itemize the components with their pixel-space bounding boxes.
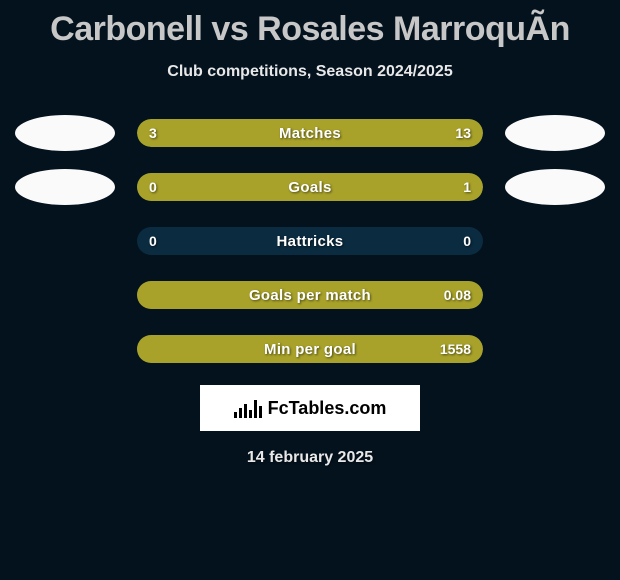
barchart-icon [234,398,264,418]
stat-bar: 313Matches [137,119,483,147]
page-title: Carbonell vs Rosales MarroquÃ­n [0,0,620,49]
stat-bar: 00Hattricks [137,227,483,255]
stat-bar: 0.08Goals per match [137,281,483,309]
page-subtitle: Club competitions, Season 2024/2025 [0,63,620,81]
stat-label: Matches [137,119,483,147]
stat-label: Goals per match [137,281,483,309]
comparison-rows: 313Matches 01Goals 00Hattricks 0.08Goals pe… [0,115,620,367]
stat-row: 01Goals [0,169,620,205]
stat-label: Min per goal [137,335,483,363]
stat-row: 313Matches [0,115,620,151]
fctables-logo: FcTables.com [200,385,420,431]
stat-label: Hattricks [137,227,483,255]
player-avatar-left [15,169,115,205]
date-label: 14 february 2025 [0,449,620,467]
stat-bar: 1558Min per goal [137,335,483,363]
stat-row: 00Hattricks [0,223,620,259]
logo-text: FcTables.com [268,398,387,419]
stat-bar: 01Goals [137,173,483,201]
stat-row: 1558Min per goal [0,331,620,367]
player-avatar-right [505,169,605,205]
player-avatar-right [505,115,605,151]
player-avatar-left [15,115,115,151]
stat-row: 0.08Goals per match [0,277,620,313]
stat-label: Goals [137,173,483,201]
